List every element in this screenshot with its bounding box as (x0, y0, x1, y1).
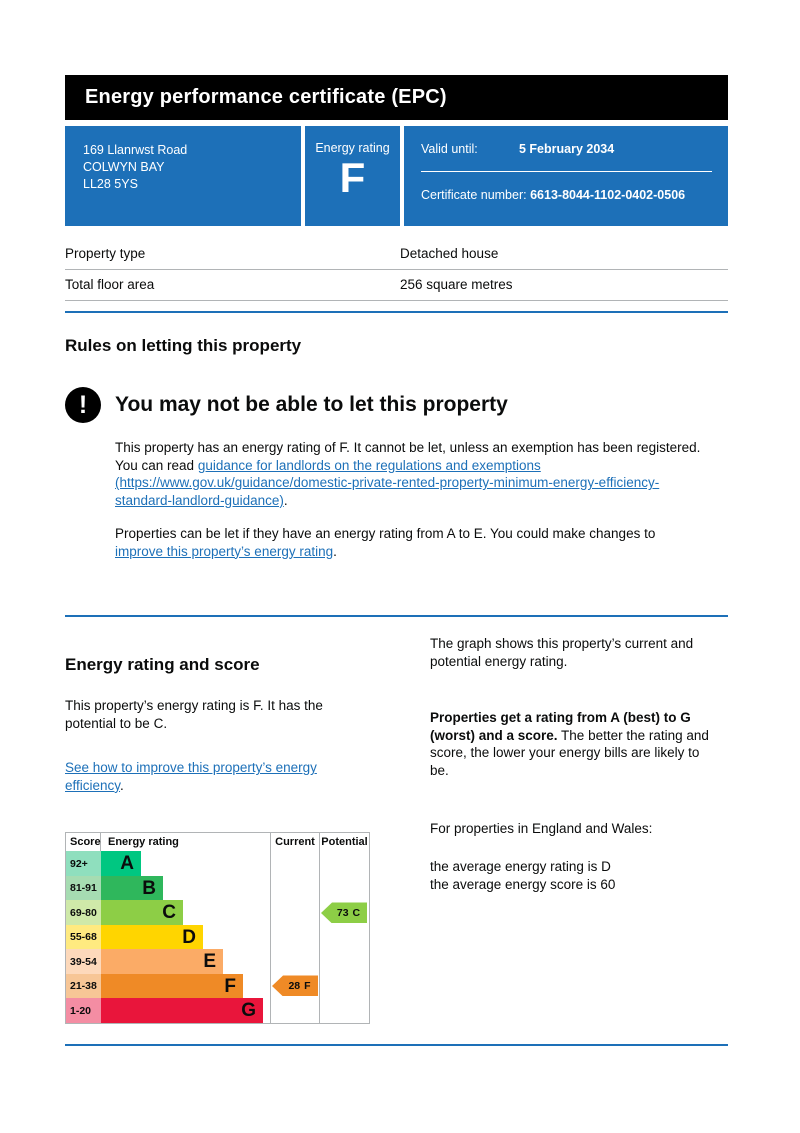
address-line-2: COLWYN BAY (83, 159, 165, 174)
england-wales-paragraph: For properties in England and Wales: (430, 820, 653, 836)
rules-text-end: . (283, 492, 288, 508)
letting-rules-paragraph: This property has an energy rating of F.… (115, 439, 701, 509)
rating-explainer-bold: Properties get a rating from A (best) to… (430, 710, 691, 743)
current-band: F (304, 979, 311, 992)
floor-area-value: 256 square metres (400, 277, 513, 292)
panel-divider (421, 171, 712, 172)
band-row-d: 55-68 D (66, 924, 369, 950)
section-divider (65, 615, 728, 618)
potential-column-header: Potential (321, 836, 368, 849)
current-score: 28 (288, 979, 301, 992)
band-row-f: 21-38 F (66, 973, 369, 999)
rating-column-header: Energy rating (108, 836, 179, 849)
table-row: Property type Detached house (65, 239, 728, 270)
warning-banner: ! You may not be able to let this proper… (65, 387, 728, 423)
score-range-e: 39-54 (66, 949, 101, 974)
certificate-number-label: Certificate number: (421, 188, 527, 202)
improve-efficiency-paragraph: See how to improve this property’s energ… (65, 759, 360, 794)
score-range-c: 69-80 (66, 900, 101, 925)
landlord-guidance-link[interactable]: guidance for landlords on the regulation… (197, 457, 541, 473)
rating-right-column: The graph shows this property’s current … (430, 635, 728, 1024)
potential-rating-marker: 73 C (321, 902, 367, 924)
section-divider (65, 311, 728, 313)
average-score-line: the average energy score is 60 (430, 876, 616, 892)
score-column-header: Score (66, 833, 101, 852)
average-rating-line: the average energy rating is D (430, 859, 611, 875)
rating-heading: Energy rating and score (65, 655, 260, 675)
valid-until-label: Valid until: (421, 142, 478, 156)
letting-allowed-paragraph: Properties can be let if they have an en… (115, 525, 701, 560)
exclamation-icon: ! (65, 387, 101, 423)
current-column: Current (270, 833, 319, 1023)
band-bar-f: F (101, 973, 243, 999)
rules-text: This property has an energy rating of F.… (115, 440, 701, 473)
potential-band: C (352, 906, 361, 919)
address-line-3: LL28 5YS (83, 176, 138, 191)
certificate-number-value: 6613-8044-1102-0402-0506 (530, 188, 686, 202)
property-address: 169 Llanrwst Road COLWYN BAY LL28 5YS (65, 126, 301, 226)
property-type-value: Detached house (400, 246, 499, 261)
address-line-1: 169 Llanrwst Road (83, 143, 188, 157)
warning-heading: You may not be able to let this property (115, 393, 508, 416)
score-range-g: 1-20 (66, 998, 101, 1023)
averages-paragraph: the average energy rating is D the avera… (430, 858, 728, 893)
rating-summary-paragraph: This property’s energy rating is F. It h… (65, 698, 323, 731)
improve-efficiency-suffix: . (120, 777, 124, 793)
rating-and-score-section: Energy rating and score This property’s … (65, 635, 728, 1024)
energy-rating-panel: Energy rating F (305, 126, 400, 226)
epc-document: Energy performance certificate (EPC) 169… (65, 75, 728, 1046)
certificate-details-panel: Valid until: 5 February 2034 Certificate… (404, 126, 728, 226)
improve-rating-link[interactable]: improve this property’s energy rating (115, 543, 334, 559)
letting-text-end: . (333, 543, 337, 559)
band-bar-g: G (101, 998, 263, 1023)
rules-heading: Rules on letting this property (65, 336, 302, 355)
floor-area-label: Total floor area (65, 277, 155, 292)
page-bottom-divider (65, 1043, 728, 1046)
band-row-e: 39-54 E (66, 949, 369, 974)
score-range-d: 55-68 (66, 924, 101, 950)
improve-efficiency-link[interactable]: See how to improve this property’s energ… (65, 760, 317, 793)
score-range-f: 21-38 (66, 973, 101, 999)
property-facts-table: Property type Detached house Total floor… (65, 239, 728, 301)
valid-until-date: 5 February 2034 (519, 142, 615, 156)
score-range-b: 81-91 (66, 875, 101, 901)
chart-header-row: Score Energy rating (66, 833, 369, 852)
rating-explainer-rest: The better the rating and score, the low… (430, 727, 709, 779)
band-row-a: 92+ A (66, 851, 369, 876)
band-bar-a: A (101, 851, 141, 876)
rating-explainer-paragraph: Properties get a rating from A (best) to… (430, 709, 720, 779)
energy-rating-value: F (339, 154, 366, 201)
band-row-g: 1-20 G (66, 998, 369, 1023)
band-row-c: 69-80 C (66, 900, 369, 925)
band-row-b: 81-91 B (66, 875, 369, 901)
summary-banner: 169 Llanrwst Road COLWYN BAY LL28 5YS En… (65, 126, 728, 226)
valid-until-row: Valid until: 5 February 2034 (421, 142, 712, 156)
landlord-guidance-url-link[interactable]: (https://www.gov.uk/guidance/domestic-pr… (115, 475, 660, 508)
current-column-header: Current (275, 836, 315, 849)
potential-score: 73 (336, 906, 349, 919)
potential-column: Potential (319, 833, 369, 1023)
band-bar-d: D (101, 924, 203, 950)
band-bar-e: E (101, 949, 223, 974)
energy-rating-label: Energy rating (315, 141, 390, 155)
band-bar-b: B (101, 875, 163, 901)
rating-left-column: Energy rating and score This property’s … (65, 635, 415, 1024)
table-row: Total floor area 256 square metres (65, 270, 728, 301)
epc-rating-chart: Score Energy rating 92+ A 81-91 B 69-80 … (65, 832, 370, 1024)
band-bar-c: C (101, 900, 183, 925)
property-type-label: Property type (65, 246, 146, 261)
certificate-number-row: Certificate number: 6613-8044-1102-0402-… (421, 188, 712, 202)
score-range-a: 92+ (66, 851, 101, 876)
page-title: Energy performance certificate (EPC) (65, 75, 728, 120)
current-rating-marker: 28 F (272, 975, 318, 997)
graph-intro-paragraph: The graph shows this property’s current … (430, 636, 694, 669)
letting-text: Properties can be let if they have an en… (115, 526, 656, 542)
